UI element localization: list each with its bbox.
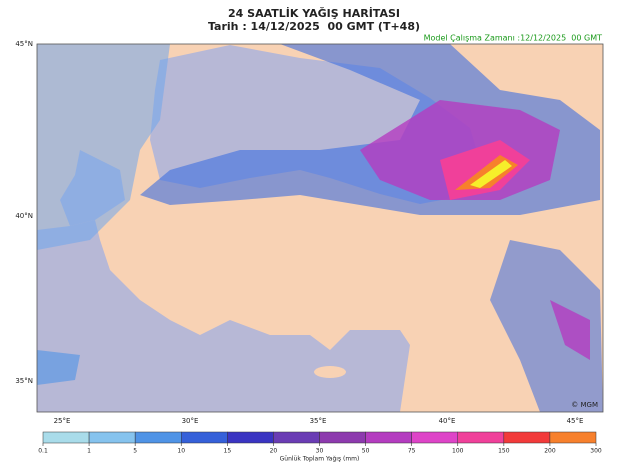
map-subtitle: Tarih : 14/12/2025 00 GMT (T+48) bbox=[208, 20, 420, 33]
colorbar-segment bbox=[42, 431, 90, 444]
colorbar-label: Günlük Toplam Yağış (mm) bbox=[280, 456, 360, 463]
colorbar-tick-label: 0.1 bbox=[38, 448, 48, 455]
colorbar-tick-label: 30 bbox=[316, 448, 324, 455]
credit: © MGM bbox=[571, 401, 598, 409]
cyprus bbox=[314, 366, 346, 378]
precip-west bbox=[37, 44, 170, 250]
precip-max bbox=[470, 160, 512, 188]
colorbar-segment bbox=[319, 431, 366, 444]
longitude-label: 40°E bbox=[439, 417, 456, 425]
map-title: 24 SAATLİK YAĞIŞ HARİTASI bbox=[228, 6, 400, 20]
latitude-label: 45°N bbox=[15, 40, 33, 48]
precip-southeast bbox=[490, 240, 603, 412]
colorbar-tick-label: 15 bbox=[224, 448, 232, 455]
model-run-time: Model Çalışma Zamanı :12/12/2025 00 GMT bbox=[424, 34, 603, 43]
colorbar-tick-label: 100 bbox=[452, 448, 464, 455]
colorbar-segment bbox=[365, 431, 412, 444]
longitude-label: 35°E bbox=[310, 417, 327, 425]
colorbar-tick-label: 200 bbox=[544, 448, 556, 455]
colorbar-segment bbox=[227, 431, 274, 444]
colorbar-tick-label: 20 bbox=[270, 448, 278, 455]
colorbar-segment bbox=[457, 431, 505, 444]
map-frame bbox=[36, 43, 604, 413]
longitude-label: 25°E bbox=[54, 417, 71, 425]
mediterranean-sea bbox=[37, 220, 410, 412]
colorbar-segment bbox=[134, 431, 182, 444]
colorbar-segment bbox=[549, 431, 597, 444]
colorbar-segment bbox=[273, 431, 320, 444]
colorbar-tick-label: 10 bbox=[177, 448, 185, 455]
latitude-label: 35°N bbox=[15, 377, 33, 385]
colorbar-tick-label: 5 bbox=[133, 448, 137, 455]
precip-southeast-heavy bbox=[550, 300, 590, 360]
longitude-label: 30°E bbox=[182, 417, 199, 425]
colorbar-tick-label: 50 bbox=[362, 448, 370, 455]
colorbar-segment bbox=[181, 431, 228, 444]
map bbox=[36, 43, 604, 413]
longitude-label: 45°E bbox=[567, 417, 584, 425]
latitude-label: 40°N bbox=[15, 212, 33, 220]
precip-southwest bbox=[37, 350, 80, 385]
colorbar-segment bbox=[411, 431, 458, 444]
colorbar-segment bbox=[503, 431, 551, 444]
colorbar-tick-label: 1 bbox=[87, 448, 91, 455]
colorbar-tick-label: 150 bbox=[498, 448, 510, 455]
colorbar-tick-label: 75 bbox=[408, 448, 416, 455]
colorbar-tick-label: 300 bbox=[590, 448, 602, 455]
colorbar-segment bbox=[88, 431, 136, 444]
